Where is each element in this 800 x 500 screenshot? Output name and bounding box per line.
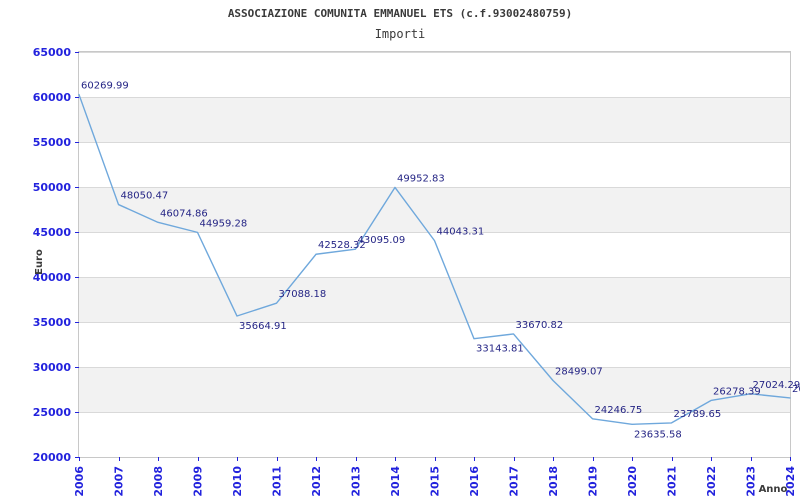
data-point-label: 27024.29 (753, 380, 800, 391)
data-point-label: 49952.83 (397, 173, 445, 184)
x-tick-label: 2008 (152, 466, 165, 497)
x-tick-label: 2007 (113, 466, 126, 497)
y-tick-label: 45000 (33, 226, 72, 239)
x-tick-label: 2022 (705, 466, 718, 497)
x-axis-tick-labels: 2006 2007 2008 2009 2010 2011 2012 2013 2014 2015… (73, 466, 797, 497)
y-band-stripes (79, 97, 790, 412)
data-point-label: 43095.09 (358, 235, 406, 246)
data-point-label: 26562. (792, 384, 800, 395)
x-tick-label: 2023 (745, 466, 758, 497)
x-tick-label: 2016 (468, 466, 481, 497)
y-tick-label: 20000 (33, 451, 72, 464)
data-point-label: 60269.99 (81, 81, 129, 92)
x-axis-title: Anno (759, 484, 788, 495)
data-point-label: 37088.18 (279, 289, 327, 300)
x-tick-label: 2010 (231, 466, 244, 497)
x-tick-label: 2015 (429, 466, 442, 497)
y-tick-label: 30000 (33, 361, 72, 374)
y-axis-tick-labels: 20000 25000 30000 35000 40000 45000 50000 55000… (33, 46, 72, 464)
y-band (79, 97, 790, 142)
y-band (79, 187, 790, 232)
y-tick-label: 60000 (33, 91, 72, 104)
data-point-label: 35664.91 (239, 321, 287, 332)
x-tick-label: 2013 (350, 466, 363, 497)
data-point-label: 46074.86 (160, 208, 208, 219)
data-point-label: 44959.28 (200, 218, 248, 229)
x-tick-label: 2009 (192, 466, 205, 497)
chart-subtitle: Importi (375, 27, 426, 41)
data-point-label: 28499.07 (555, 367, 603, 378)
x-tick-label: 2018 (547, 466, 560, 497)
data-point-label: 26278.39 (713, 386, 761, 397)
data-point-label: 33670.82 (516, 320, 564, 331)
x-tick-label: 2021 (666, 466, 679, 497)
x-tick-label: 2011 (271, 466, 284, 497)
data-point-label: 33143.81 (476, 344, 524, 355)
x-tick-label: 2020 (626, 466, 639, 497)
data-series-line (78, 93, 791, 425)
y-axis-title: Euro (34, 249, 45, 275)
x-axis-tick-marks (79, 457, 791, 461)
y-band (79, 367, 790, 412)
x-tick-label: 2006 (73, 466, 86, 497)
chart-title: ASSOCIAZIONE COMUNITA EMMANUEL ETS (c.f.… (228, 7, 572, 20)
x-tick-label: 2017 (508, 466, 521, 497)
plot-area-border (78, 51, 791, 458)
x-tick-label: 2014 (389, 466, 402, 497)
y-tick-label: 55000 (33, 136, 72, 149)
y-band (79, 277, 790, 322)
data-point-label: 48050.47 (121, 191, 169, 202)
data-point-label: 24246.75 (595, 405, 643, 416)
y-tick-label: 50000 (33, 181, 72, 194)
x-tick-label: 2012 (310, 466, 323, 497)
x-tick-label: 2019 (587, 466, 600, 497)
y-axis-tick-marks (75, 52, 79, 458)
y-tick-label: 25000 (33, 406, 72, 419)
y-tick-label: 65000 (33, 46, 72, 59)
y-tick-label: 40000 (33, 271, 72, 284)
data-point-label: 23635.58 (634, 429, 682, 440)
x-tick-label: 2024 (784, 466, 797, 497)
data-point-label: 44043.31 (437, 227, 485, 238)
y-tick-label: 35000 (33, 316, 72, 329)
data-point-label: 42528.32 (318, 240, 366, 251)
data-point-label: 23789.65 (674, 409, 722, 420)
